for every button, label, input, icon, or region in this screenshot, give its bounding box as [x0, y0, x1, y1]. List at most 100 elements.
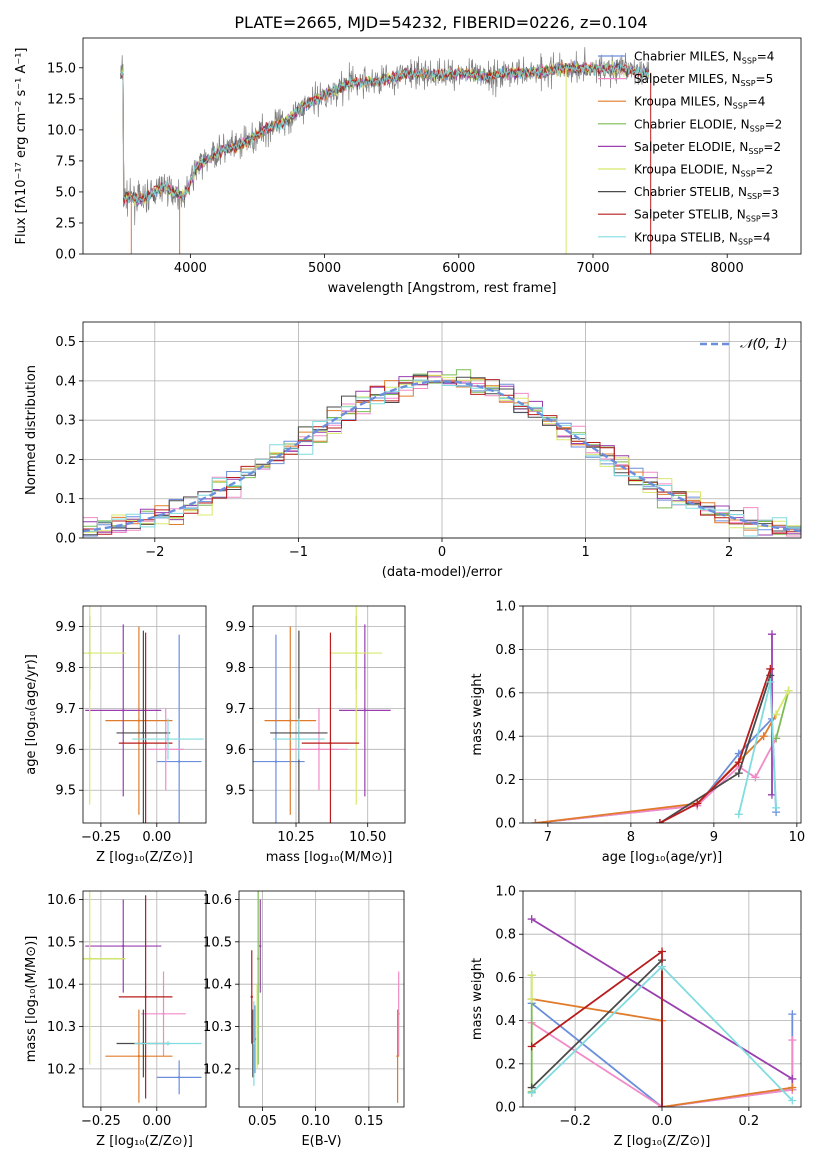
series-marker [658, 1103, 666, 1107]
y-tick-label: 9.9 [225, 620, 246, 635]
data-point [250, 995, 253, 999]
legend-entry: Kroupa ELODIE, NSSP=2 [634, 163, 773, 179]
legend-nssp-eq: = [757, 50, 767, 64]
y-axis-label: mass weight [470, 958, 485, 1040]
series-marker [531, 819, 540, 823]
x-tick-label: 0.00 [142, 830, 171, 845]
x-tick-label: 9 [710, 830, 718, 845]
data-point [363, 709, 367, 712]
data-point [355, 651, 358, 655]
y-tick-label: 9.7 [225, 702, 246, 717]
legend-entry: Salpeter ELODIE, NSSP=2 [634, 140, 781, 156]
x-tick-label: −0.2 [559, 1114, 591, 1129]
series-marker [784, 686, 793, 695]
legend-nssp-sub: SSP [748, 147, 763, 156]
x-axis-label: age [log₁₀(age/yr)] [602, 850, 723, 865]
x-tick-label: 8 [627, 830, 635, 845]
series-marker [788, 1096, 797, 1105]
series-marker [788, 1010, 797, 1019]
series-marker [527, 915, 536, 924]
legend-nssp-eq: = [763, 140, 773, 154]
axes-age_vs_mass: 10.25 10.50 9.5 9.6 9.7 9.8 9.9 mass [log₁₀(M/M… [225, 605, 406, 865]
legend-nssp-sub: SSP [746, 215, 761, 224]
legend-entry: Chabrier ELODIE, NSSP=2 [634, 117, 782, 133]
series-marker [772, 803, 781, 812]
series-line [531, 957, 663, 1107]
x-axis-label: (data-model)/error [382, 565, 503, 580]
x-tick-label: 10.50 [349, 830, 386, 845]
axes-residuals: −2 −1 0 1 2 0.0 0.1 0.2 0.3 0.4 0.5 (data-model)/er… [24, 321, 802, 580]
y-tick-label: 10.5 [47, 935, 76, 950]
y-tick-label: 10.3 [203, 1020, 232, 1035]
legend-nssp-prefix: , N [732, 140, 749, 154]
y-tick-label: 15.0 [47, 61, 76, 76]
y-axis-label: mass [log₁₀(M/M⊙)] [24, 936, 39, 1063]
normal-curve [83, 380, 801, 533]
plot-area-mass_weight_vs_age [531, 630, 793, 823]
legend-nssp-value: 2 [775, 117, 783, 131]
y-tick-label: 0.0 [55, 532, 76, 547]
data-point [122, 944, 125, 948]
x-tick-label: 2 [725, 545, 733, 560]
y-tick-label: 10.5 [203, 935, 232, 950]
series-marker [527, 971, 536, 980]
x-tick-label: 0.15 [354, 1114, 383, 1129]
legend-nssp-sub: SSP [733, 102, 748, 111]
x-tick-label: 0.05 [248, 1114, 277, 1129]
series-line [775, 690, 790, 739]
legend-nssp-prefix: , N [716, 95, 733, 109]
data-point [144, 995, 147, 999]
x-axis-label: Z [log₁₀(Z/Z⊙)] [96, 1134, 193, 1149]
axes-frame [238, 890, 405, 1108]
legend-nssp-sub: SSP [747, 192, 762, 201]
axes-frame [522, 605, 802, 824]
y-tick-label: 0.2 [495, 773, 516, 788]
y-tick-label: 10.6 [203, 893, 232, 908]
x-tick-label: −0.25 [81, 1114, 121, 1129]
series-marker [772, 710, 781, 719]
y-tick-label: 10.2 [47, 1062, 76, 1077]
y-tick-label: 10.2 [203, 1062, 232, 1077]
y-tick-label: 0.4 [55, 374, 76, 389]
legend-nssp-prefix: , N [733, 117, 750, 131]
y-tick-label: 10.4 [203, 978, 232, 993]
data-point [144, 741, 147, 745]
y-tick-label: 1.0 [495, 885, 516, 900]
histogram-series [83, 374, 801, 533]
axes-mass_weight_vs_Z: −0.2 0.0 0.2 0.0 0.2 0.4 0.6 0.8 1.0 Z [log₁₀(Z/Z… [470, 885, 802, 1149]
legend-nssp-prefix: , N [729, 208, 746, 222]
x-tick-label: 6000 [442, 261, 475, 276]
legend-entry: Kroupa MILES, NSSP=4 [634, 95, 765, 111]
data-point [166, 1042, 170, 1045]
series-marker [766, 677, 775, 686]
legend-nssp-sub: SSP [738, 237, 753, 246]
series-marker [658, 947, 666, 956]
legend-nssp-value: 5 [766, 72, 774, 86]
x-tick-label: 0.00 [142, 1114, 171, 1129]
plot-area-age_vs_Z [83, 606, 204, 823]
y-tick-label: 9.6 [55, 743, 76, 758]
legend-nssp-eq: = [765, 117, 775, 131]
spectrum-model-line [120, 63, 650, 204]
axes-mass_vs_EBV: 0.05 0.10 0.15 10.2 10.3 10.4 10.5 10.6 E(B-V) [203, 890, 405, 1149]
series-marker [788, 1083, 797, 1092]
plot-area-mass_vs_EBV [250, 891, 400, 1103]
x-tick-label: 0.10 [301, 1114, 330, 1129]
y-tick-label: 10.0 [47, 123, 76, 138]
legend-name: Salpeter STELIB [634, 208, 729, 222]
x-tick-label: 4000 [174, 261, 207, 276]
legend-entry: Salpeter STELIB, NSSP=3 [634, 208, 778, 224]
y-axis-label: Normed distribution [24, 365, 39, 495]
y-tick-label: 0.0 [495, 817, 516, 832]
legend-nssp-value: 3 [772, 185, 780, 199]
y-tick-label: 7.5 [55, 154, 76, 169]
legend-name: Chabrier MILES [634, 50, 725, 64]
series-marker [734, 758, 743, 767]
figure-title: PLATE=2665, MJD=54232, FIBERID=0226, z=0… [234, 13, 647, 32]
series-line [531, 1022, 794, 1107]
x-tick-label: 0.2 [739, 1114, 760, 1129]
legend-nssp-value: 4 [763, 230, 771, 244]
legend-nssp-eq: = [756, 72, 766, 86]
legend-nssp-sub: SSP [741, 170, 756, 179]
legend-entry: Kroupa STELIB, NSSP=4 [634, 230, 771, 246]
